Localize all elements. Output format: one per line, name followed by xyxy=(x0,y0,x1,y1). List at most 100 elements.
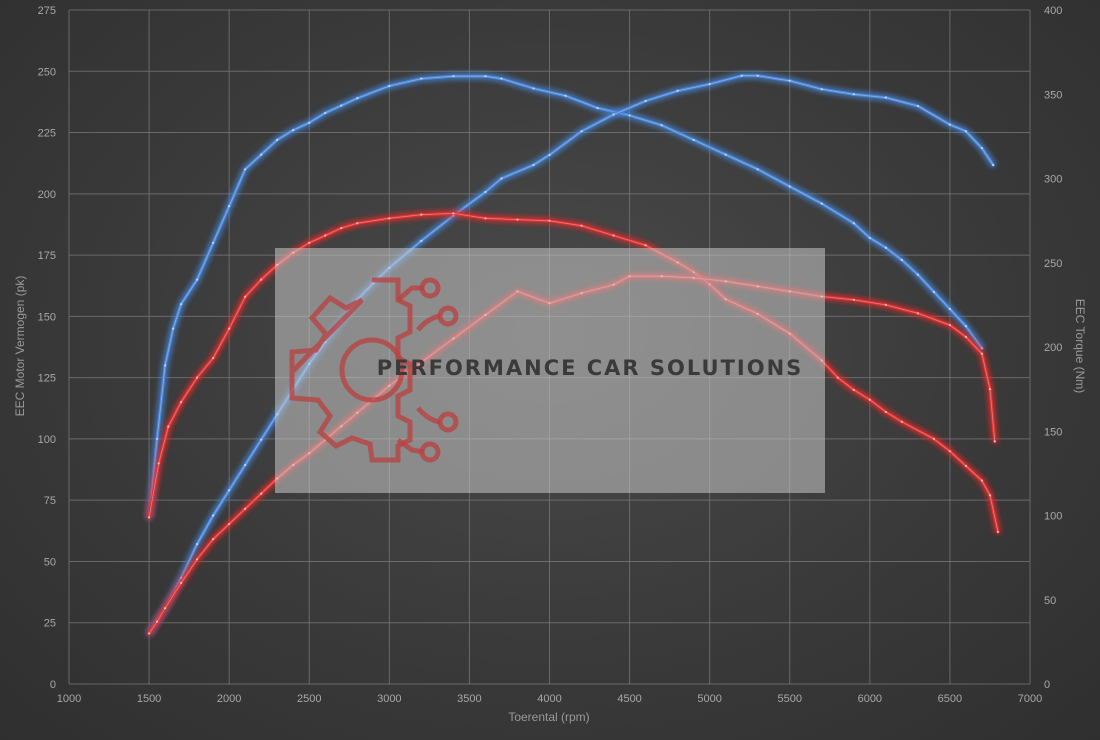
data-point xyxy=(964,335,968,338)
data-point xyxy=(948,123,952,126)
data-point xyxy=(916,312,919,315)
y-right-tick-label: 0 xyxy=(1044,679,1050,691)
y-right-tick-label: 200 xyxy=(1044,342,1062,354)
data-point xyxy=(196,278,199,281)
watermark: PERFORMANCE CAR SOLUTIONS xyxy=(275,248,825,493)
data-point xyxy=(308,121,311,124)
data-point xyxy=(180,576,183,579)
data-point xyxy=(260,153,263,156)
data-point xyxy=(180,581,183,585)
data-point xyxy=(340,104,343,107)
data-point xyxy=(596,106,599,110)
data-point xyxy=(612,234,615,237)
x-tick-label: 6500 xyxy=(938,693,962,705)
data-point xyxy=(308,241,311,244)
data-point xyxy=(484,75,487,78)
data-point xyxy=(964,464,968,467)
data-point xyxy=(157,462,160,465)
data-point xyxy=(916,273,919,276)
data-point xyxy=(988,388,992,391)
data-point xyxy=(356,97,359,100)
data-point xyxy=(484,217,487,220)
x-tick-label: 2000 xyxy=(217,693,241,705)
data-point xyxy=(676,89,679,92)
data-point xyxy=(244,507,247,510)
data-point xyxy=(420,77,423,80)
data-point xyxy=(993,440,996,443)
data-point xyxy=(260,278,263,281)
data-point xyxy=(228,204,231,208)
data-point xyxy=(276,138,279,141)
data-point xyxy=(228,327,231,330)
y-left-tick-label: 0 xyxy=(50,679,56,691)
data-point xyxy=(340,227,343,230)
data-point xyxy=(155,437,159,441)
data-point xyxy=(452,75,455,78)
data-point xyxy=(900,258,903,262)
y-left-axis-ticks: 0 25 50 75 100 125 150 175 200 225 250 275 xyxy=(38,5,56,691)
gear-circuit-logo-icon xyxy=(289,277,459,463)
data-point xyxy=(948,323,952,327)
data-point xyxy=(996,530,1000,534)
data-point xyxy=(180,303,183,306)
data-point xyxy=(260,492,263,495)
x-tick-label: 4000 xyxy=(537,693,561,705)
data-point xyxy=(196,543,199,546)
y-left-tick-label: 225 xyxy=(38,128,56,140)
data-point xyxy=(292,128,295,132)
data-point xyxy=(532,163,535,167)
y-left-tick-label: 125 xyxy=(38,373,56,385)
series-1-blue-left xyxy=(147,74,984,519)
data-point xyxy=(420,213,423,216)
data-point xyxy=(868,398,871,401)
data-point xyxy=(900,420,903,423)
data-point xyxy=(164,607,167,610)
x-tick-label: 2500 xyxy=(297,693,321,705)
data-point xyxy=(740,74,743,77)
data-point xyxy=(580,130,583,133)
y-left-tick-label: 75 xyxy=(44,495,56,507)
data-point xyxy=(388,84,391,88)
data-point xyxy=(644,99,647,103)
data-point xyxy=(228,489,231,492)
data-point xyxy=(932,437,936,441)
x-tick-label: 6000 xyxy=(858,693,882,705)
y-right-tick-label: 100 xyxy=(1044,511,1062,523)
x-tick-label: 3500 xyxy=(457,693,481,705)
data-point xyxy=(580,224,583,227)
data-point xyxy=(452,212,455,215)
x-tick-label: 1000 xyxy=(57,693,81,705)
data-point xyxy=(147,516,151,519)
data-point xyxy=(820,202,823,205)
y-left-tick-label: 25 xyxy=(44,618,56,630)
data-point xyxy=(852,222,855,225)
data-point xyxy=(516,218,519,221)
data-point xyxy=(884,303,887,306)
series-line xyxy=(147,211,1000,534)
data-point xyxy=(980,352,984,355)
data-point xyxy=(228,522,231,526)
data-point xyxy=(756,74,759,77)
x-tick-label: 7000 xyxy=(1018,693,1042,705)
data-point xyxy=(980,479,984,482)
data-point xyxy=(244,463,247,467)
y-right-axis-title: EEC Torque (Nm) xyxy=(1073,299,1087,393)
data-point xyxy=(212,514,215,517)
data-point xyxy=(548,219,551,222)
data-point xyxy=(756,168,759,171)
watermark-panel xyxy=(275,248,825,493)
data-point xyxy=(964,130,968,133)
data-point xyxy=(155,620,159,623)
data-point xyxy=(980,147,984,150)
y-right-tick-label: 50 xyxy=(1044,595,1056,607)
x-tick-label: 5000 xyxy=(697,693,721,705)
data-point xyxy=(356,222,359,225)
data-point xyxy=(212,356,215,360)
y-left-tick-label: 200 xyxy=(38,189,56,201)
watermark-text: PERFORMANCE CAR SOLUTIONS xyxy=(377,356,804,380)
y-right-tick-label: 350 xyxy=(1044,89,1062,101)
data-point xyxy=(820,88,823,91)
data-point xyxy=(452,214,455,217)
data-point xyxy=(260,438,263,441)
y-left-tick-label: 175 xyxy=(38,250,56,262)
